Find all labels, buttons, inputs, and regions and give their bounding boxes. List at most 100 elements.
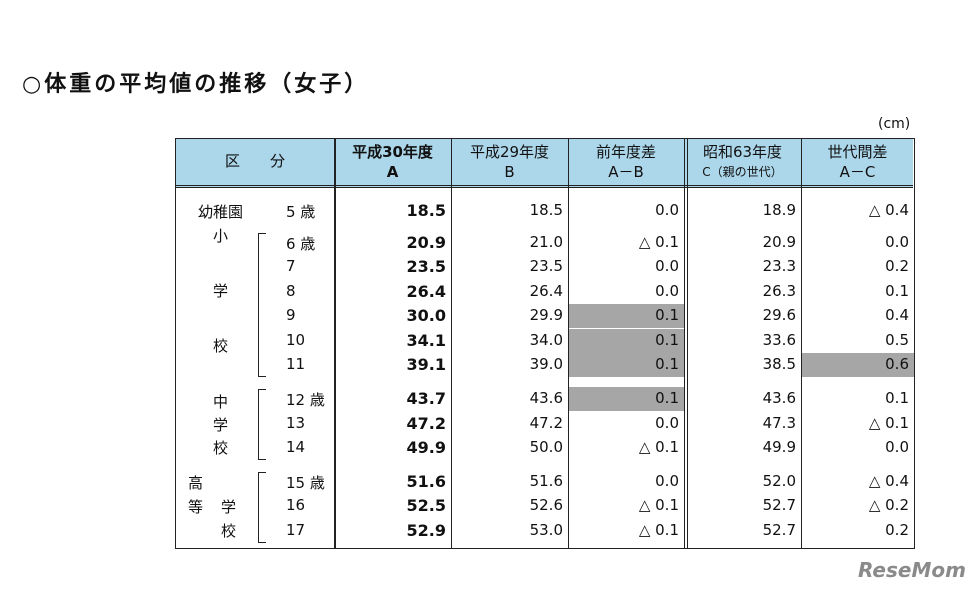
group-label: 学: [213, 282, 229, 300]
value-cell: 0.5: [885, 331, 909, 349]
value-cell: △ 0.1: [638, 521, 679, 539]
value-cell: 30.0: [406, 306, 446, 325]
value-cell: 0.1: [655, 389, 679, 407]
value-cell: 29.9: [529, 306, 563, 324]
value-cell: 26.4: [406, 282, 446, 301]
column-line: [568, 139, 569, 548]
group-label: 校: [221, 522, 237, 540]
age-label: 6 歳: [286, 235, 316, 253]
bracket: [258, 233, 266, 377]
value-cell: 47.3: [762, 414, 796, 432]
value-cell: 0.0: [655, 201, 679, 219]
header-top: 区 分: [224, 152, 285, 170]
value-cell: 0.2: [885, 521, 909, 539]
header-bottom: A－B: [608, 163, 644, 181]
group-label: 等: [188, 498, 204, 516]
value-cell: 26.4: [529, 282, 563, 300]
value-cell: 49.9: [406, 438, 446, 457]
value-cell: △ 0.1: [638, 438, 679, 456]
value-cell: 52.5: [406, 496, 446, 515]
value-cell: 0.6: [885, 355, 909, 373]
value-cell: 34.1: [406, 331, 446, 350]
header-bottom: B: [504, 163, 515, 181]
value-cell: 33.6: [762, 331, 796, 349]
value-cell: 43.7: [406, 389, 446, 408]
value-cell: 52.7: [762, 521, 796, 539]
age-label: 14: [286, 438, 306, 456]
value-cell: 43.6: [529, 389, 563, 407]
value-cell: 0.1: [885, 389, 909, 407]
value-cell: 21.0: [529, 233, 563, 251]
value-cell: 47.2: [529, 414, 563, 432]
column-line: [451, 139, 452, 548]
value-cell: △ 0.2: [868, 496, 909, 514]
value-cell: 20.9: [406, 233, 446, 252]
value-cell: 52.0: [762, 472, 796, 490]
unit: (cm): [878, 116, 911, 132]
value-cell: 26.3: [762, 282, 796, 300]
age-label: 17: [286, 521, 306, 539]
value-cell: 51.6: [529, 472, 563, 490]
group-label: 高: [188, 474, 204, 492]
value-cell: 23.3: [762, 257, 796, 275]
value-cell: 0.1: [885, 282, 909, 300]
value-cell: 23.5: [406, 257, 446, 276]
column-line: [334, 139, 336, 548]
value-cell: 20.9: [762, 233, 796, 251]
value-cell: 18.9: [762, 201, 796, 219]
header-top: 平成29年度: [469, 143, 550, 161]
age-label: 5 歳: [286, 203, 316, 221]
value-cell: 52.9: [406, 521, 446, 540]
highlight: [569, 329, 684, 353]
header-cell: 前年度差 A－B: [568, 139, 684, 185]
value-cell: 52.7: [762, 496, 796, 514]
value-cell: △ 0.1: [638, 233, 679, 251]
header-cell: 昭和63年度 C（親の世代）: [684, 139, 801, 185]
header-top: 前年度差: [595, 143, 656, 161]
highlight: [569, 304, 684, 328]
group-label: 学: [213, 415, 229, 434]
value-cell: 0.1: [655, 331, 679, 349]
value-cell: 47.2: [406, 414, 446, 433]
header-bottom: A－C: [839, 163, 876, 181]
age-label: 13: [286, 414, 306, 432]
header-cell: 平成30年度 A: [334, 139, 451, 185]
group-label: 校: [213, 337, 229, 356]
value-cell: 0.0: [655, 472, 679, 490]
value-cell: 0.0: [655, 414, 679, 432]
value-cell: △ 0.1: [638, 496, 679, 514]
value-cell: 29.6: [762, 306, 796, 324]
value-cell: △ 0.1: [868, 414, 909, 432]
group-label: 幼稚園: [198, 203, 244, 221]
value-cell: 23.5: [529, 257, 563, 275]
age-label: 11: [286, 355, 306, 373]
table: 区 分 平成30年度 A 平成29年度 B 前年度差 A－B 昭和63年度 C（親の世代） 世代間…: [175, 138, 915, 549]
column-line: [684, 139, 685, 548]
value-cell: 18.5: [406, 201, 446, 220]
value-cell: 52.6: [529, 496, 563, 514]
value-cell: 18.5: [529, 201, 563, 219]
table-header: 区 分 平成30年度 A 平成29年度 B 前年度差 A－B 昭和63年度 C（親の世代） 世代間…: [176, 139, 913, 188]
value-cell: 0.0: [655, 257, 679, 275]
header-top: 昭和63年度: [702, 143, 783, 161]
age-label: 10: [286, 331, 306, 349]
header-top: 平成30年度: [352, 143, 433, 161]
value-cell: 0.0: [885, 233, 909, 251]
value-cell: 50.0: [529, 438, 563, 456]
value-cell: 0.0: [885, 438, 909, 456]
header-cell: 区 分: [176, 139, 334, 185]
value-cell: 51.6: [406, 472, 446, 491]
value-cell: 53.0: [529, 521, 563, 539]
group-label: 小: [213, 226, 229, 245]
title: ○体重の平均値の推移（女子）: [22, 72, 370, 97]
value-cell: 38.5: [762, 355, 796, 373]
group-label: 中: [213, 392, 229, 411]
value-cell: 0.4: [885, 306, 909, 324]
highlight: [802, 353, 914, 377]
highlight: [569, 353, 684, 377]
header-top: 世代間差: [827, 143, 888, 161]
header-bottom: C（親の世代）: [702, 165, 783, 179]
age-label: 15 歳: [286, 474, 325, 492]
header-cell: 平成29年度 B: [451, 139, 568, 185]
value-cell: △ 0.4: [868, 201, 909, 219]
